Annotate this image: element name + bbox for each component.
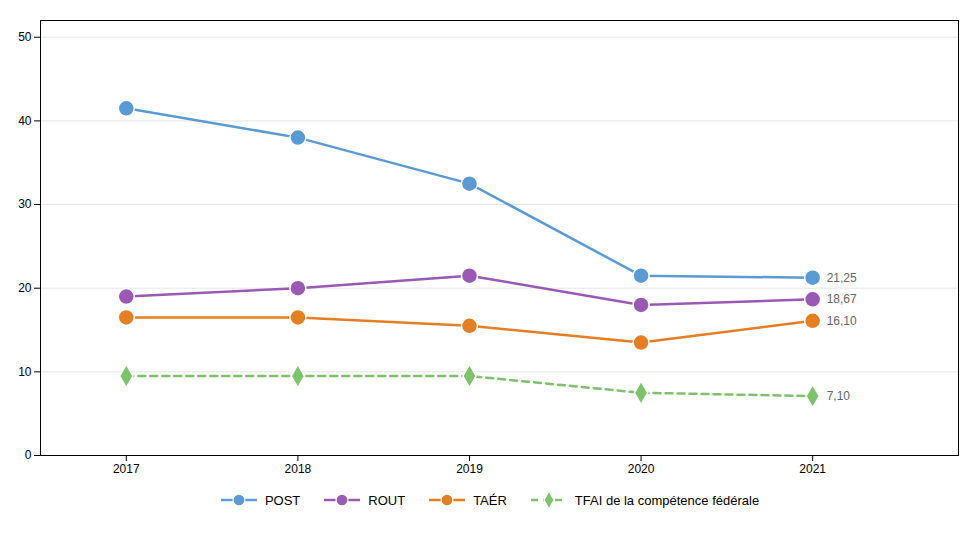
svg-text:50: 50 — [18, 30, 32, 44]
svg-text:30: 30 — [18, 197, 32, 211]
svg-text:2019: 2019 — [456, 462, 483, 476]
svg-text:7,10: 7,10 — [827, 389, 851, 403]
svg-text:10: 10 — [18, 365, 32, 379]
svg-text:2018: 2018 — [285, 462, 312, 476]
svg-text:2020: 2020 — [628, 462, 655, 476]
svg-text:2017: 2017 — [113, 462, 140, 476]
html-text:POST: POST — [264, 492, 301, 508]
svg-text:2021: 2021 — [799, 462, 826, 476]
svg-text:0: 0 — [25, 448, 32, 462]
svg-text:16,10: 16,10 — [827, 314, 857, 328]
html-text:TAÉR: TAÉR — [473, 492, 507, 508]
html-text:ROUT: ROUT — [368, 492, 406, 508]
html-text:TFAI de la compétence fédérale: TFAI de la compétence fédérale — [574, 492, 760, 508]
svg-text:20: 20 — [18, 281, 32, 295]
svg-text:21,25: 21,25 — [827, 271, 857, 285]
svg-text:40: 40 — [18, 114, 32, 128]
svg-text:18,67: 18,67 — [827, 292, 857, 306]
